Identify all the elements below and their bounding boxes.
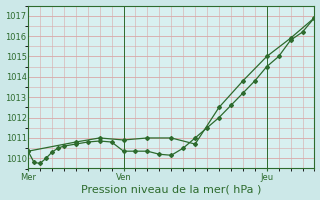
- X-axis label: Pression niveau de la mer( hPa ): Pression niveau de la mer( hPa ): [81, 184, 261, 194]
